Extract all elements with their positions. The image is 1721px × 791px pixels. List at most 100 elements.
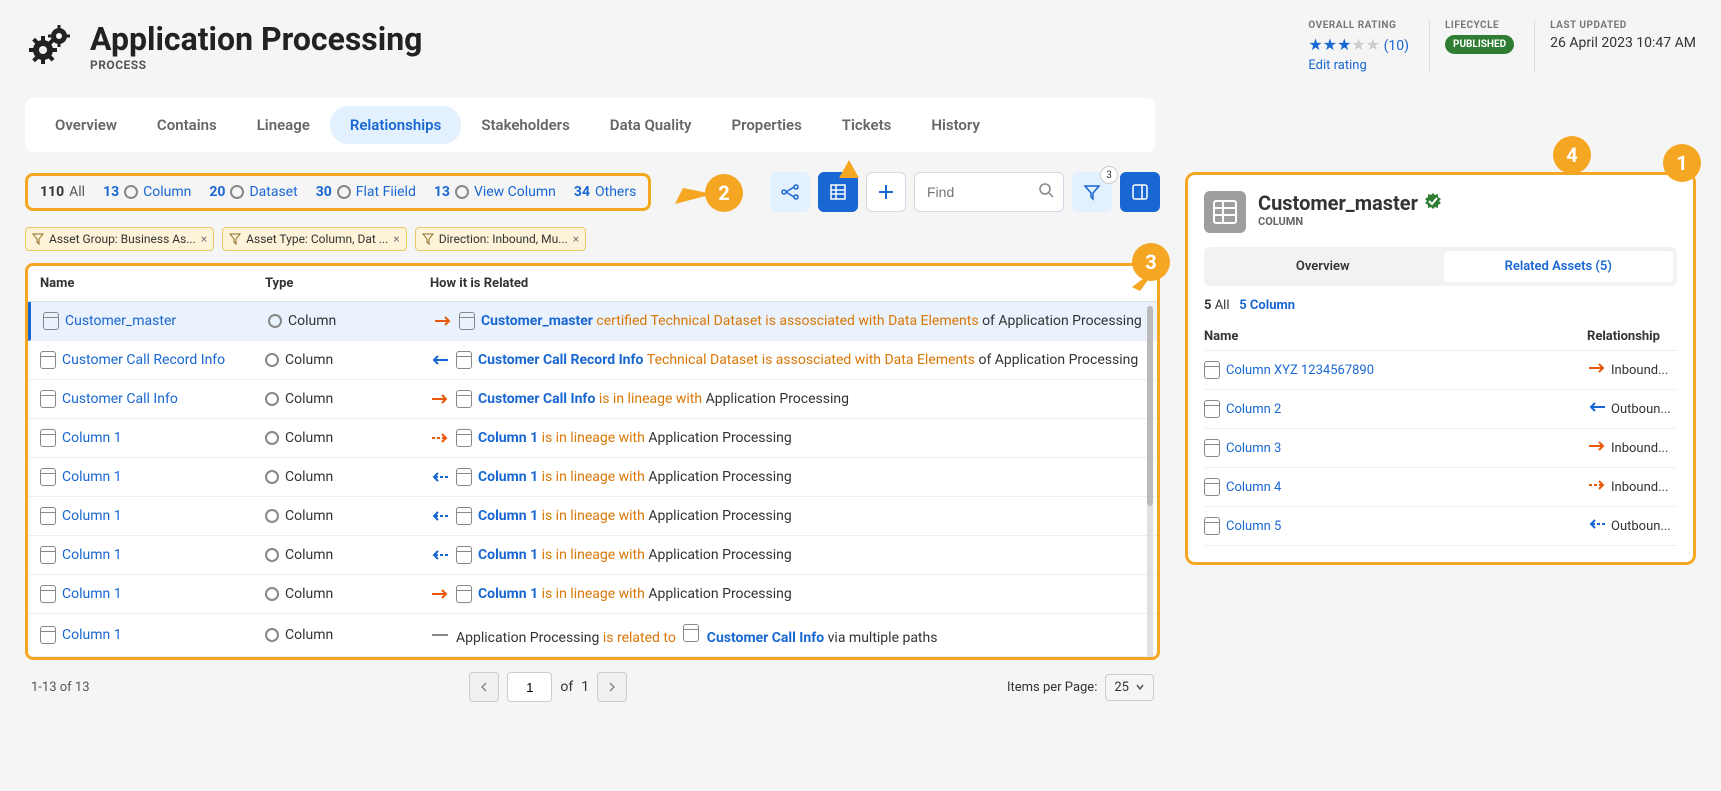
row-name-link[interactable]: Column 1 — [62, 586, 122, 602]
tab-history[interactable]: History — [911, 106, 1000, 144]
filter-count-others[interactable]: 34Others — [574, 184, 636, 200]
row-name-link[interactable]: Customer Call Info — [62, 391, 178, 407]
tab-overview[interactable]: Overview — [35, 106, 137, 144]
row-name-link[interactable]: Column 1 — [62, 547, 122, 563]
table-row[interactable]: Column 1Column Column 1 is in lineage wi… — [28, 536, 1157, 575]
detail-row-name[interactable]: Column 5 — [1226, 519, 1281, 534]
tab-contains[interactable]: Contains — [137, 106, 237, 144]
scrollbar-thumb[interactable] — [1147, 306, 1153, 506]
table-row[interactable]: Customer_masterColumn Customer_master ce… — [28, 302, 1157, 341]
prev-page-button[interactable] — [469, 672, 499, 702]
tab-relationships[interactable]: Relationships — [330, 106, 462, 144]
row-name-link[interactable]: Column 1 — [62, 469, 122, 485]
column-icon — [459, 312, 475, 330]
radio-icon — [124, 185, 138, 199]
star-icon: ★ — [1323, 35, 1337, 54]
page-input[interactable] — [507, 672, 552, 702]
row-name-link[interactable]: Customer_master — [65, 313, 176, 329]
pagination-summary: 1-13 of 13 — [31, 680, 90, 695]
panel-toggle-button[interactable] — [1120, 172, 1160, 212]
detail-subtitle: COLUMN — [1258, 215, 1442, 228]
table-row[interactable]: Customer Call Record InfoColumn Customer… — [28, 341, 1157, 380]
filter-chip[interactable]: Asset Group: Business As...× — [25, 227, 214, 251]
column-icon — [456, 468, 472, 486]
detail-row-name[interactable]: Column XYZ 1234567890 — [1226, 363, 1374, 378]
table-row[interactable]: Column 1Column Application Processing is… — [28, 614, 1157, 657]
last-updated-block: LAST UPDATED 26 April 2023 10:47 AM — [1534, 20, 1696, 73]
detail-filter: 5 All 5 Column — [1204, 298, 1677, 313]
search-icon — [1038, 182, 1054, 202]
tab-properties[interactable]: Properties — [712, 106, 822, 144]
column-icon — [40, 507, 56, 525]
direction-arrow-icon — [430, 510, 450, 522]
verified-icon — [1424, 191, 1442, 215]
table-row[interactable]: Column 1Column Column 1 is in lineage wi… — [28, 497, 1157, 536]
detail-row[interactable]: Column XYZ 1234567890Inbound... — [1204, 351, 1677, 390]
radio-icon — [455, 185, 469, 199]
filter-count-view-column[interactable]: 13View Column — [434, 184, 556, 200]
row-name-link[interactable]: Column 1 — [62, 508, 122, 524]
applied-filters: Asset Group: Business As...× Asset Type: … — [25, 227, 1160, 251]
edit-rating-link[interactable]: Edit rating — [1308, 58, 1409, 73]
detail-row[interactable]: Column 2Outboun... — [1204, 390, 1677, 429]
chip-remove-icon[interactable]: × — [201, 232, 207, 246]
column-icon — [1204, 361, 1220, 379]
column-icon — [1204, 517, 1220, 535]
column-icon — [456, 390, 472, 408]
detail-row-name[interactable]: Column 4 — [1226, 480, 1281, 495]
table-view-button[interactable] — [818, 172, 858, 212]
filter-count-flat-fiield[interactable]: 30Flat Fiield — [316, 184, 416, 200]
tab-tickets[interactable]: Tickets — [822, 106, 912, 144]
detail-row-name[interactable]: Column 3 — [1226, 441, 1281, 456]
page-title: Application Processing — [90, 20, 422, 58]
direction-arrow-icon — [430, 432, 450, 444]
th-name: Name — [40, 276, 265, 291]
column-icon — [43, 312, 59, 330]
row-name-link[interactable]: Column 1 — [62, 627, 122, 643]
type-circle-icon — [265, 628, 279, 642]
chip-remove-icon[interactable]: × — [393, 232, 399, 246]
chip-remove-icon[interactable]: × — [573, 232, 579, 246]
type-circle-icon — [265, 509, 279, 523]
row-name-link[interactable]: Column 1 — [62, 430, 122, 446]
column-icon — [40, 390, 56, 408]
detail-th-rel: Relationship — [1587, 329, 1677, 344]
tab-data-quality[interactable]: Data Quality — [590, 106, 712, 144]
filter-count-column[interactable]: 13Column — [103, 184, 191, 200]
filter-count-all[interactable]: 110All — [40, 184, 85, 200]
column-icon — [1204, 439, 1220, 457]
callout-1: 1 — [1663, 144, 1701, 182]
detail-row[interactable]: Column 5Outboun... — [1204, 507, 1677, 546]
direction-arrow-icon — [1587, 362, 1607, 378]
type-circle-icon — [265, 587, 279, 601]
tab-stakeholders[interactable]: Stakeholders — [461, 106, 589, 144]
row-name-link[interactable]: Customer Call Record Info — [62, 352, 225, 368]
detail-row[interactable]: Column 3Inbound... — [1204, 429, 1677, 468]
relationships-table: Name Type How it is Related Customer_mas… — [25, 263, 1160, 660]
detail-tab-related[interactable]: Related Assets (5) — [1444, 251, 1674, 282]
main-tabs: OverviewContainsLineageRelationshipsStak… — [25, 98, 1155, 152]
column-icon — [456, 429, 472, 447]
star-icon: ★ — [1337, 35, 1351, 54]
column-icon — [683, 624, 699, 642]
type-circle-icon — [268, 314, 282, 328]
filter-chip[interactable]: Direction: Inbound, Mu...× — [415, 227, 586, 251]
process-icon — [25, 20, 75, 70]
table-row[interactable]: Column 1Column Column 1 is in lineage wi… — [28, 458, 1157, 497]
detail-row-name[interactable]: Column 2 — [1226, 402, 1281, 417]
graph-view-button[interactable] — [770, 172, 810, 212]
callout-3: 3 — [1132, 243, 1170, 281]
next-page-button[interactable] — [597, 672, 627, 702]
table-row[interactable]: Column 1Column Column 1 is in lineage wi… — [28, 419, 1157, 458]
column-icon — [456, 351, 472, 369]
direction-arrow-icon — [1587, 518, 1607, 534]
items-per-page-select[interactable]: 25 — [1105, 674, 1154, 701]
filter-chip[interactable]: Asset Type: Column, Dat ...× — [222, 227, 407, 251]
table-row[interactable]: Customer Call InfoColumn Customer Call I… — [28, 380, 1157, 419]
tab-lineage[interactable]: Lineage — [237, 106, 330, 144]
add-button[interactable] — [866, 172, 906, 212]
filter-count-dataset[interactable]: 20Dataset — [209, 184, 297, 200]
detail-tab-overview[interactable]: Overview — [1208, 251, 1438, 282]
detail-row[interactable]: Column 4Inbound... — [1204, 468, 1677, 507]
table-row[interactable]: Column 1Column Column 1 is in lineage wi… — [28, 575, 1157, 614]
